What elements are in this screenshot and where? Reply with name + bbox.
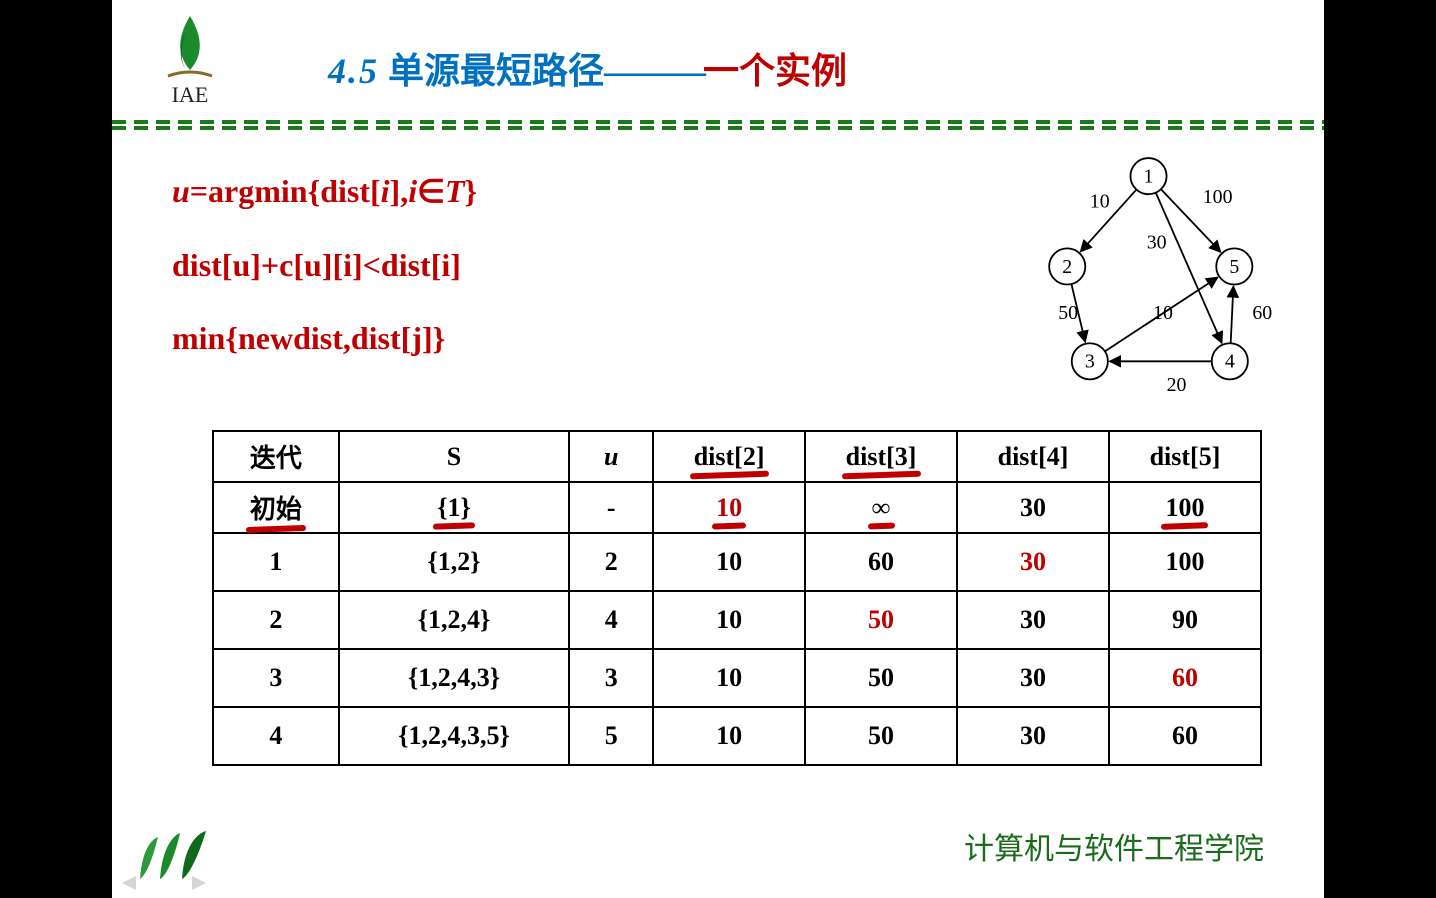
graph-edge-weight: 10: [1153, 302, 1173, 324]
table-cell: 5: [569, 707, 653, 765]
title-example: 一个实例: [703, 51, 847, 91]
table-header: u: [569, 431, 653, 482]
table-header: dist[5]: [1109, 431, 1261, 482]
table-cell: {1,2}: [339, 533, 570, 591]
table-cell: 50: [805, 649, 957, 707]
table-cell: 60: [1109, 649, 1261, 707]
table-header: dist[4]: [957, 431, 1109, 482]
table-cell: 30: [957, 591, 1109, 649]
graph-edge-weight: 10: [1090, 191, 1110, 213]
title-text: 单源最短路径: [379, 51, 604, 91]
slide-title: 4.5 单源最短路径———一个实例: [328, 42, 847, 94]
table-cell: 30: [957, 649, 1109, 707]
formula-line-2: dist[u]+c[u][i]<dist[i]: [172, 229, 477, 303]
table-cell: {1}: [339, 482, 570, 533]
prev-icon[interactable]: [118, 874, 140, 892]
graph-edge: [1231, 286, 1234, 343]
table-cell: 3: [213, 649, 339, 707]
formula-line-3: min{newdist,dist[j]}: [172, 302, 477, 376]
graph-node-label: 1: [1144, 165, 1154, 187]
title-dash: ———: [604, 51, 703, 91]
graph-node-label: 4: [1225, 351, 1235, 373]
table-row: 初始{1}-10∞30100: [213, 482, 1261, 533]
table-cell: {1,2,4}: [339, 591, 570, 649]
graph-node-label: 5: [1229, 256, 1239, 278]
table-row: 4{1,2,4,3,5}510503060: [213, 707, 1261, 765]
svg-text:IAE: IAE: [172, 82, 209, 107]
graph-edge-weight: 100: [1203, 186, 1233, 208]
graph-edge-weight: 50: [1058, 302, 1078, 324]
table-cell: 50: [805, 591, 957, 649]
table-cell: {1,2,4,3}: [339, 649, 570, 707]
graph-node-label: 2: [1062, 256, 1072, 278]
table-cell: 100: [1109, 533, 1261, 591]
graph-diagram: 10 100 30 50 10 60 20 1 2 3 4 5: [1004, 140, 1284, 420]
footer-text: 计算机与软件工程学院: [964, 824, 1264, 868]
table-cell: 90: [1109, 591, 1261, 649]
table-cell: 2: [569, 533, 653, 591]
table-cell: 10: [653, 707, 805, 765]
next-icon[interactable]: [188, 874, 210, 892]
table-cell: 10: [653, 591, 805, 649]
table-header: 迭代: [213, 431, 339, 482]
formula-line-1: u=argmin{dist[i],i∈T}: [172, 155, 477, 229]
slide: IAE 4.5 单源最短路径———一个实例 u=argmin{dist[i],i…: [112, 0, 1324, 898]
dijkstra-table: 迭代Sudist[2]dist[3]dist[4]dist[5] 初始{1}-1…: [212, 430, 1262, 766]
table-cell: 1: [213, 533, 339, 591]
table-cell: 2: [213, 591, 339, 649]
iae-logo-icon: IAE: [150, 14, 230, 109]
table-header: dist[3]: [805, 431, 957, 482]
table-cell: -: [569, 482, 653, 533]
table-cell: 100: [1109, 482, 1261, 533]
table-cell: 10: [653, 482, 805, 533]
graph-edge-weight: 20: [1167, 374, 1187, 396]
table-cell: 60: [1109, 707, 1261, 765]
table-header: dist[2]: [653, 431, 805, 482]
table-cell: 60: [805, 533, 957, 591]
table-cell: 50: [805, 707, 957, 765]
graph-edge-weight: 60: [1252, 302, 1272, 324]
graph-node-label: 3: [1085, 351, 1095, 373]
nav-arrows: [118, 874, 210, 892]
table-header: S: [339, 431, 570, 482]
table-cell: 30: [957, 482, 1109, 533]
table-cell: 30: [957, 533, 1109, 591]
divider: [112, 120, 1324, 130]
table-cell: 3: [569, 649, 653, 707]
table-cell: 初始: [213, 482, 339, 533]
table-cell: 10: [653, 649, 805, 707]
title-number: 4.5: [328, 51, 379, 91]
table-cell: 30: [957, 707, 1109, 765]
table-cell: 4: [213, 707, 339, 765]
table-cell: ∞: [805, 482, 957, 533]
formula-block: u=argmin{dist[i],i∈T} dist[u]+c[u][i]<di…: [172, 155, 477, 376]
table-cell: {1,2,4,3,5}: [339, 707, 570, 765]
table-cell: 4: [569, 591, 653, 649]
table-row: 2{1,2,4}410503090: [213, 591, 1261, 649]
graph-edge-weight: 30: [1147, 231, 1167, 253]
table-row: 3{1,2,4,3}310503060: [213, 649, 1261, 707]
table-cell: 10: [653, 533, 805, 591]
table-row: 1{1,2}2106030100: [213, 533, 1261, 591]
